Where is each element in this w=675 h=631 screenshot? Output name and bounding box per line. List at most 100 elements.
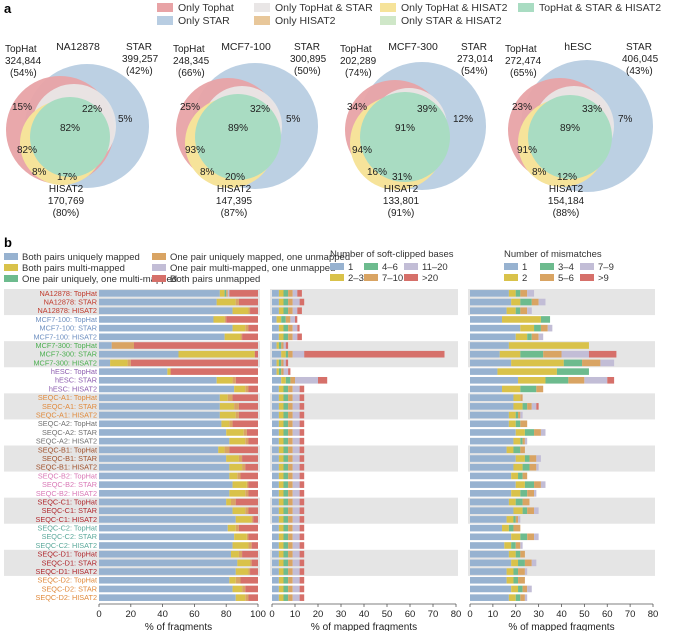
bar-segment bbox=[99, 411, 220, 419]
bar-segment bbox=[232, 481, 247, 488]
bar-segment bbox=[292, 472, 300, 480]
category-label: SEQC-C1: HISAT2 bbox=[36, 515, 98, 524]
bar-segment bbox=[297, 333, 302, 341]
bar-segment bbox=[219, 411, 236, 419]
legend-swatch-multi bbox=[4, 264, 18, 271]
bar-segment bbox=[520, 307, 528, 315]
bar-segment bbox=[254, 350, 258, 358]
bar-segment bbox=[242, 550, 258, 558]
x-tick-label: 0 bbox=[467, 609, 472, 620]
bar-segment bbox=[99, 542, 233, 549]
bar-segment bbox=[240, 472, 258, 480]
x-tick-label: 40 bbox=[359, 609, 370, 620]
bar-segment bbox=[513, 394, 521, 401]
bar-segment bbox=[292, 585, 300, 593]
region-label-star-only: 5% bbox=[118, 114, 133, 125]
legend-label-only-star: Only STAR bbox=[178, 15, 230, 27]
bar-segment bbox=[299, 455, 305, 462]
bar-segment bbox=[527, 490, 535, 497]
bar-segment bbox=[470, 507, 514, 515]
tophat-pct: (74%) bbox=[345, 68, 372, 79]
tophat-pct: (54%) bbox=[10, 68, 37, 79]
region-label-tophat-only: 25% bbox=[180, 102, 200, 113]
bar-segment bbox=[99, 463, 230, 471]
x-tick-label: 0 bbox=[269, 609, 274, 620]
bar-segment bbox=[511, 559, 519, 567]
bar-segment bbox=[253, 516, 258, 523]
bar-segment bbox=[470, 585, 512, 593]
bar-segment bbox=[110, 359, 128, 367]
bar-segment bbox=[99, 376, 217, 384]
bar-segment bbox=[520, 385, 537, 393]
bar-segment bbox=[224, 290, 227, 297]
mismatch-legend: Number of mismatches 1 2 3–4 5–6 7–9 >9 bbox=[504, 249, 614, 284]
bar-segment bbox=[248, 307, 251, 315]
bar-segment bbox=[251, 516, 254, 523]
bar-segment bbox=[278, 307, 284, 315]
bar-segment bbox=[272, 490, 279, 497]
legend-label-only-tophat-star: Only TopHat & STAR bbox=[275, 2, 373, 14]
x-tick-label: 30 bbox=[336, 609, 347, 620]
bar-segment bbox=[278, 516, 284, 523]
bar-segment bbox=[234, 533, 247, 541]
x-tick-label: 50 bbox=[382, 609, 393, 620]
bar-segment bbox=[556, 368, 589, 375]
hisat2-pct: (80%) bbox=[53, 208, 80, 219]
x-tick-label: 60 bbox=[602, 609, 613, 620]
bar-segment bbox=[288, 498, 293, 506]
x-tick-label: 0 bbox=[96, 609, 101, 620]
bar-segment bbox=[226, 316, 258, 323]
legend-label-only-tophat: Only Tophat bbox=[178, 2, 234, 14]
bar-segment bbox=[99, 420, 222, 428]
bar-segment bbox=[470, 376, 519, 384]
bar-segment bbox=[295, 316, 298, 323]
category-label: SEQC-B2: HISAT2 bbox=[36, 489, 97, 498]
softclip-swatch-6 bbox=[404, 274, 418, 281]
bar-segment bbox=[283, 342, 286, 349]
bar-segment bbox=[288, 524, 293, 532]
bar-segment bbox=[229, 437, 246, 445]
category-label: SEQC-B1: TopHat bbox=[38, 445, 97, 454]
bar-segment bbox=[508, 290, 516, 297]
bar-segment bbox=[127, 359, 131, 367]
x-tick-label: 80 bbox=[221, 609, 232, 620]
bar-segment bbox=[292, 463, 300, 471]
bar-segment bbox=[278, 455, 284, 462]
all-three-region bbox=[195, 94, 281, 180]
category-label: SEQC-D2: HISAT2 bbox=[36, 593, 98, 602]
bar-segment bbox=[299, 463, 305, 471]
bar-segment bbox=[515, 307, 521, 315]
mismatch-label-5: 7–9 bbox=[598, 262, 614, 273]
bar-segment bbox=[288, 290, 293, 297]
bar-segment bbox=[234, 385, 246, 393]
bar-segment bbox=[292, 324, 298, 332]
category-label: SEQC-D2: STAR bbox=[42, 584, 97, 593]
bar-segment bbox=[470, 446, 507, 454]
bar-segment bbox=[292, 350, 305, 358]
bar-segment bbox=[276, 342, 279, 349]
region-label-hisat2-only: 8% bbox=[32, 167, 47, 178]
bar-segment bbox=[283, 533, 289, 541]
bar-segment bbox=[515, 516, 519, 523]
region-label-star-hisat2: 31% bbox=[392, 172, 412, 183]
legend-label-all-three: TopHat & STAR & HISAT2 bbox=[539, 2, 661, 14]
category-label: hESC: TopHat bbox=[51, 367, 97, 376]
bar-segment bbox=[508, 498, 516, 506]
bar-segment bbox=[278, 524, 284, 532]
softclip-legend: Number of soft-clipped bases 1 2–3 4–6 7… bbox=[330, 249, 454, 284]
bar-segment bbox=[540, 324, 548, 332]
tophat-count: 272,474 bbox=[505, 56, 542, 67]
bar-segment bbox=[527, 290, 535, 297]
bar-segment bbox=[246, 533, 249, 541]
legend-label-uniq-multi: One pair uniquely, one multi-mapped bbox=[22, 274, 177, 285]
bar-segment bbox=[513, 568, 519, 575]
x-tick-label: 70 bbox=[428, 609, 439, 620]
bar-segment bbox=[285, 350, 289, 358]
bar-segment bbox=[278, 333, 284, 341]
bar-segment bbox=[288, 472, 293, 480]
bar-segment bbox=[283, 298, 289, 306]
bar-segment bbox=[304, 350, 445, 358]
bar-segment bbox=[99, 298, 217, 306]
region-label-hisat2-only: 16% bbox=[367, 167, 387, 178]
